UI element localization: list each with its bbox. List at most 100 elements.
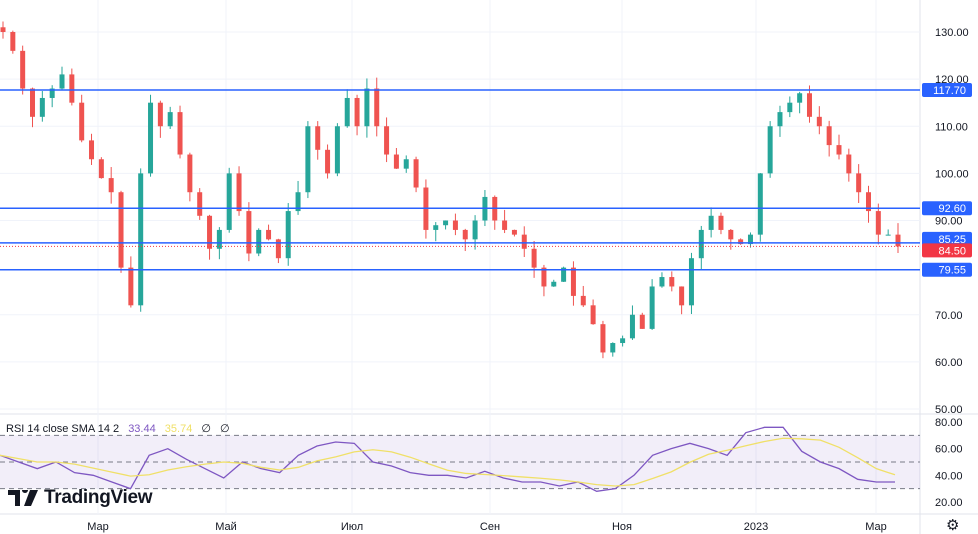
candle-body	[806, 93, 812, 117]
candle-body	[0, 27, 6, 32]
candle	[570, 261, 576, 306]
candle-body	[570, 267, 576, 296]
rsi-extra-2: ∅	[220, 423, 230, 435]
candle	[393, 147, 399, 169]
candle-body	[315, 126, 321, 150]
candle	[364, 78, 370, 138]
candle-body	[443, 220, 449, 226]
candle-body	[207, 215, 213, 249]
tradingview-logo-icon	[8, 490, 38, 506]
candle	[325, 144, 331, 179]
rsi-tick-label: 20.00	[935, 497, 963, 509]
candle-body	[433, 225, 439, 230]
candle	[295, 180, 301, 215]
candle	[226, 167, 232, 233]
candle	[816, 106, 822, 135]
price-badge	[922, 82, 972, 97]
candle	[452, 213, 458, 236]
rsi-tick-label: 40.00	[935, 470, 963, 482]
candle	[580, 285, 586, 308]
price-tick-label: 130.00	[935, 27, 969, 39]
candle-body	[580, 295, 586, 306]
candle-body	[266, 229, 272, 240]
candle	[98, 157, 104, 179]
candle	[108, 167, 114, 204]
candle	[305, 121, 311, 199]
price-tick-label: 90.00	[935, 216, 963, 228]
candle-body	[620, 338, 626, 344]
candle	[679, 286, 685, 315]
candle-body	[600, 324, 606, 353]
candle	[79, 94, 85, 143]
candle	[787, 96, 793, 118]
logo-text: TradingView	[44, 487, 153, 508]
candle	[865, 185, 871, 223]
candle	[747, 232, 753, 248]
candle	[344, 89, 350, 128]
candle-body	[305, 126, 311, 193]
candle-body	[49, 88, 55, 98]
price-badge	[922, 243, 972, 258]
candle-body	[59, 74, 65, 89]
candle-body	[846, 154, 852, 174]
candle-body	[452, 220, 458, 230]
candle	[856, 164, 862, 204]
candle-body	[216, 229, 222, 249]
candle	[806, 85, 812, 123]
candle	[620, 335, 626, 347]
candle-body	[856, 173, 862, 193]
rsi-sma-value: 35.74	[164, 423, 193, 435]
candle-body	[747, 234, 753, 245]
candle-body	[344, 97, 350, 127]
candle-body	[157, 102, 163, 127]
price-badge-label: 92.60	[938, 203, 966, 215]
tradingview-logo[interactable]: TradingView	[8, 487, 153, 509]
x-tick-label: Июл	[341, 521, 363, 533]
candle-body	[10, 32, 16, 51]
candle-body	[531, 248, 537, 268]
candle	[492, 195, 498, 230]
candle-body	[472, 220, 478, 240]
candle	[797, 91, 803, 114]
candle	[118, 190, 124, 273]
candle-body	[826, 126, 832, 146]
candle	[334, 123, 340, 177]
candle	[836, 134, 842, 160]
candle	[659, 272, 665, 288]
price-badge-label: 117.70	[933, 85, 966, 97]
candle-body	[138, 173, 144, 306]
candle-body	[698, 229, 704, 259]
candle-body	[757, 173, 763, 235]
candle-body	[669, 277, 675, 287]
candle-body	[895, 234, 901, 247]
candle	[246, 202, 252, 262]
x-tick-label: Мар	[87, 521, 109, 533]
candle	[561, 266, 567, 283]
candle	[551, 279, 557, 287]
candle	[629, 305, 635, 340]
candle	[0, 21, 6, 39]
candle-body	[20, 50, 26, 89]
candle-body	[187, 154, 193, 193]
candle	[462, 228, 468, 252]
gear-icon[interactable]: ⚙	[946, 517, 960, 534]
rsi-tick-label: 60.00	[935, 444, 963, 456]
candle-body	[39, 97, 45, 117]
candle-body	[98, 159, 104, 179]
price-badge	[922, 201, 972, 216]
candle	[207, 214, 213, 260]
candle	[875, 203, 881, 245]
candle	[590, 299, 596, 325]
candle-body	[256, 229, 262, 254]
candle-body	[374, 88, 380, 127]
price-tick-label: 50.00	[935, 404, 963, 416]
candle	[39, 91, 45, 122]
candle-body	[551, 281, 557, 287]
rsi-title: RSI 14 close SMA 14 2	[6, 423, 120, 435]
candle-body	[639, 314, 645, 329]
candle-body	[511, 229, 517, 235]
candle	[403, 155, 409, 173]
candle-body	[354, 97, 360, 127]
candle	[433, 222, 439, 242]
